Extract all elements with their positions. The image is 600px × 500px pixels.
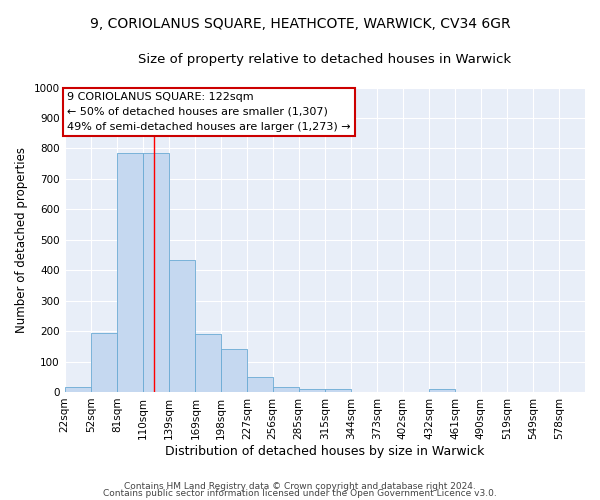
Text: 9 CORIOLANUS SQUARE: 122sqm
← 50% of detached houses are smaller (1,307)
49% of : 9 CORIOLANUS SQUARE: 122sqm ← 50% of det…: [67, 92, 351, 132]
X-axis label: Distribution of detached houses by size in Warwick: Distribution of detached houses by size …: [165, 444, 484, 458]
Bar: [143, 153, 169, 392]
Bar: [221, 350, 247, 392]
Bar: [430, 389, 455, 392]
Bar: [65, 388, 91, 392]
Text: Contains public sector information licensed under the Open Government Licence v3: Contains public sector information licen…: [103, 490, 497, 498]
Bar: [325, 389, 351, 392]
Bar: [91, 332, 117, 392]
Bar: [117, 153, 143, 392]
Bar: [247, 376, 273, 392]
Y-axis label: Number of detached properties: Number of detached properties: [15, 146, 28, 332]
Text: 9, CORIOLANUS SQUARE, HEATHCOTE, WARWICK, CV34 6GR: 9, CORIOLANUS SQUARE, HEATHCOTE, WARWICK…: [89, 18, 511, 32]
Bar: [169, 260, 196, 392]
Bar: [196, 334, 221, 392]
Bar: [299, 389, 325, 392]
Title: Size of property relative to detached houses in Warwick: Size of property relative to detached ho…: [138, 52, 511, 66]
Text: Contains HM Land Registry data © Crown copyright and database right 2024.: Contains HM Land Registry data © Crown c…: [124, 482, 476, 491]
Bar: [273, 388, 299, 392]
